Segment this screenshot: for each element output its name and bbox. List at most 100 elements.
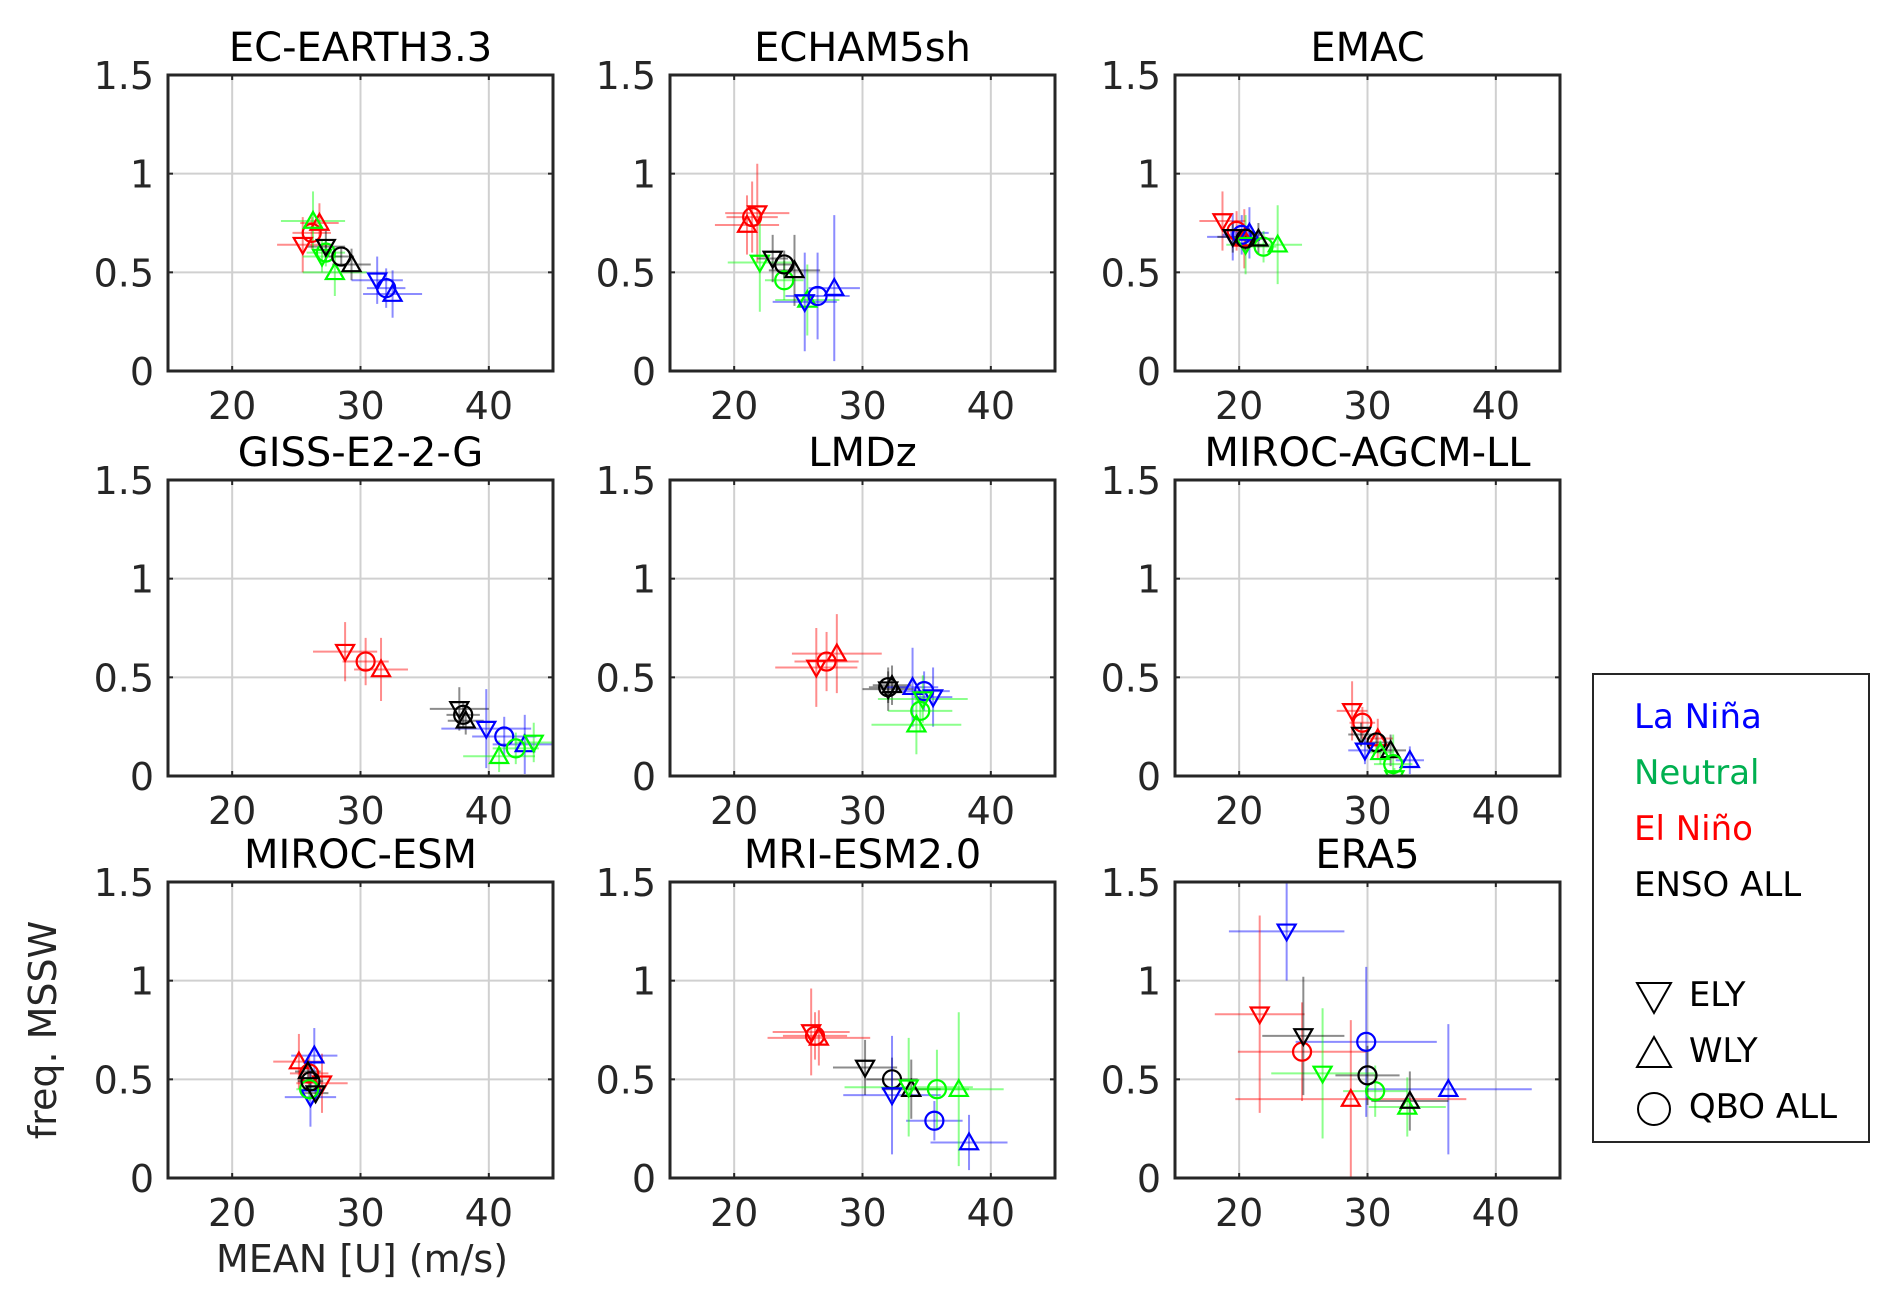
x-tick-label: 20 (1215, 384, 1263, 428)
y-tick-label: 1 (130, 153, 154, 197)
data-point-neutral-qbo (1365, 1081, 1386, 1102)
panel-title: MRI-ESM2.0 (744, 832, 981, 878)
data-point-lanina-qbo (1356, 1031, 1377, 1052)
data-point-lanina-qbo (807, 285, 828, 307)
data-point-neutral-qbo (1383, 754, 1404, 775)
data-point-lanina-wly (958, 1131, 980, 1151)
panel-title: ECHAM5sh (754, 25, 971, 71)
data-point-neutral-ely (911, 691, 934, 711)
data-layer (775, 614, 968, 755)
x-tick-label: 40 (967, 1191, 1015, 1235)
legend-label: WLY (1688, 1031, 1758, 1071)
y-tick-label: 0 (130, 755, 154, 799)
data-point-elnino-ely (746, 205, 769, 225)
x-tick-label: 40 (465, 384, 513, 428)
data-layer (313, 622, 553, 775)
data-point-neutral-qbo (299, 1079, 320, 1100)
data-point-all-qbo (300, 1071, 321, 1092)
data-point-elnino-qbo (301, 222, 322, 243)
data-point-all-wly (340, 253, 363, 273)
x-tick-label: 40 (465, 1191, 513, 1235)
data-layer (1199, 191, 1303, 285)
data-point-lanina-qbo (494, 726, 515, 747)
panel: 0 0.5 1 1.5 20 30 40 MRI-ESM2.0 (596, 832, 1057, 1235)
data-point-all-wly (881, 674, 903, 694)
plot-frame (668, 880, 1057, 1180)
x-tick-label: 20 (1215, 789, 1263, 833)
panel: 0 0.5 1 1.5 20 30 40 ERA5 (1101, 832, 1562, 1235)
x-tick-label: 30 (1343, 1191, 1391, 1235)
legend-item-ely: ELY (1634, 975, 1746, 1017)
plot-frame (668, 73, 1057, 373)
legend-label: QBO ALL (1688, 1087, 1838, 1127)
panel: 0 0.5 1 1.5 20 30 40 MIROC-AGCM-LL (1101, 430, 1562, 833)
panels: 0 0.5 1 1.5 20 30 40 EC-EARTH3.3 0 0.5 1 1.5 20 30 40 E… (94, 25, 1562, 1235)
data-point-lanina-ely (881, 1087, 903, 1107)
panel-title: GISS-E2-2-G (238, 430, 484, 476)
panel-title: EMAC (1310, 25, 1424, 71)
data-point-lanina-wly (381, 282, 404, 302)
data-point-all-ely (304, 1085, 327, 1105)
y-tick-label: 0.5 (94, 1058, 154, 1102)
y-tick-label: 0.5 (1101, 1058, 1161, 1102)
data-point-elnino-ely (334, 643, 356, 663)
circle-icon (1634, 1089, 1678, 1129)
data-point-lanina-wly (303, 1044, 326, 1064)
x-tick-label: 30 (336, 789, 384, 833)
y-tick-label: 0 (632, 1157, 656, 1201)
y-tick-label: 0 (632, 755, 656, 799)
data-point-all-wly (1379, 739, 1402, 759)
triangle-up-icon (1634, 1033, 1678, 1073)
plot-frame (166, 73, 555, 373)
y-tick-label: 1 (1137, 960, 1161, 1004)
data-point-elnino-wly (370, 658, 392, 678)
plot-frame (166, 478, 555, 778)
y-tick-label: 1.5 (1101, 861, 1161, 905)
data-point-elnino-ely (1211, 213, 1234, 233)
data-point-all-wly (296, 1060, 319, 1080)
data-point-all-ely (854, 1059, 876, 1079)
data-point-all-ely (1292, 1028, 1315, 1048)
legend-label: El Niño (1634, 809, 1753, 849)
y-tick-label: 1.5 (94, 459, 154, 503)
data-point-neutral-qbo (315, 242, 336, 263)
y-tick-label: 1 (632, 153, 656, 197)
data-point-neutral-wly (323, 261, 346, 281)
legend-label: Neutral (1634, 753, 1760, 793)
y-tick-label: 1 (130, 558, 154, 602)
x-tick-label: 30 (336, 1191, 384, 1235)
data-point-lanina-qbo (924, 1110, 945, 1131)
data-point-neutral-wly (905, 713, 928, 733)
data-point-neutral-qbo (505, 738, 526, 759)
data-point-elnino-wly (736, 213, 758, 233)
legend-item-la-nina: La Niña (1634, 697, 1762, 737)
x-tick-label: 20 (208, 384, 256, 428)
legend-item-qbo-all: QBO ALL (1634, 1087, 1837, 1129)
y-tick-label: 1 (632, 960, 656, 1004)
x-tick-label: 30 (1343, 789, 1391, 833)
x-tick-label: 30 (336, 384, 384, 428)
panel-title: MIROC-AGCM-LL (1204, 430, 1531, 476)
data-point-neutral-ely (897, 1079, 920, 1099)
y-tick-label: 0.5 (1101, 251, 1161, 295)
y-tick-label: 1.5 (596, 861, 656, 905)
data-layer (277, 191, 423, 318)
legend: La Niña Neutral El Niño ENSO ALL ELY WLY… (1592, 673, 1870, 1143)
data-point-elnino-wly (807, 1026, 830, 1046)
data-point-lanina-qbo (1231, 224, 1252, 245)
x-tick-label: 30 (838, 1191, 886, 1235)
data-point-lanina-ely (1275, 923, 1298, 943)
data-point-lanina-wly (823, 276, 846, 296)
y-tick-label: 0 (1137, 350, 1161, 394)
data-point-elnino-wly (308, 211, 331, 231)
y-tick-label: 0 (130, 350, 154, 394)
panel: 0 0.5 1 1.5 20 30 40 ECHAM5sh (596, 25, 1057, 428)
y-tick-label: 1.5 (1101, 54, 1161, 98)
data-point-lanina-ely (1354, 742, 1376, 762)
data-point-all-wly (454, 709, 477, 729)
panel: 0 0.5 1 1.5 20 30 40 EC-EARTH3.3 (94, 25, 555, 428)
x-tick-label: 40 (1472, 1191, 1520, 1235)
data-layer (714, 163, 860, 362)
data-point-all-wly (1247, 227, 1270, 247)
panel: 0 0.5 1 1.5 20 30 40 GISS-E2-2-G (94, 430, 555, 833)
